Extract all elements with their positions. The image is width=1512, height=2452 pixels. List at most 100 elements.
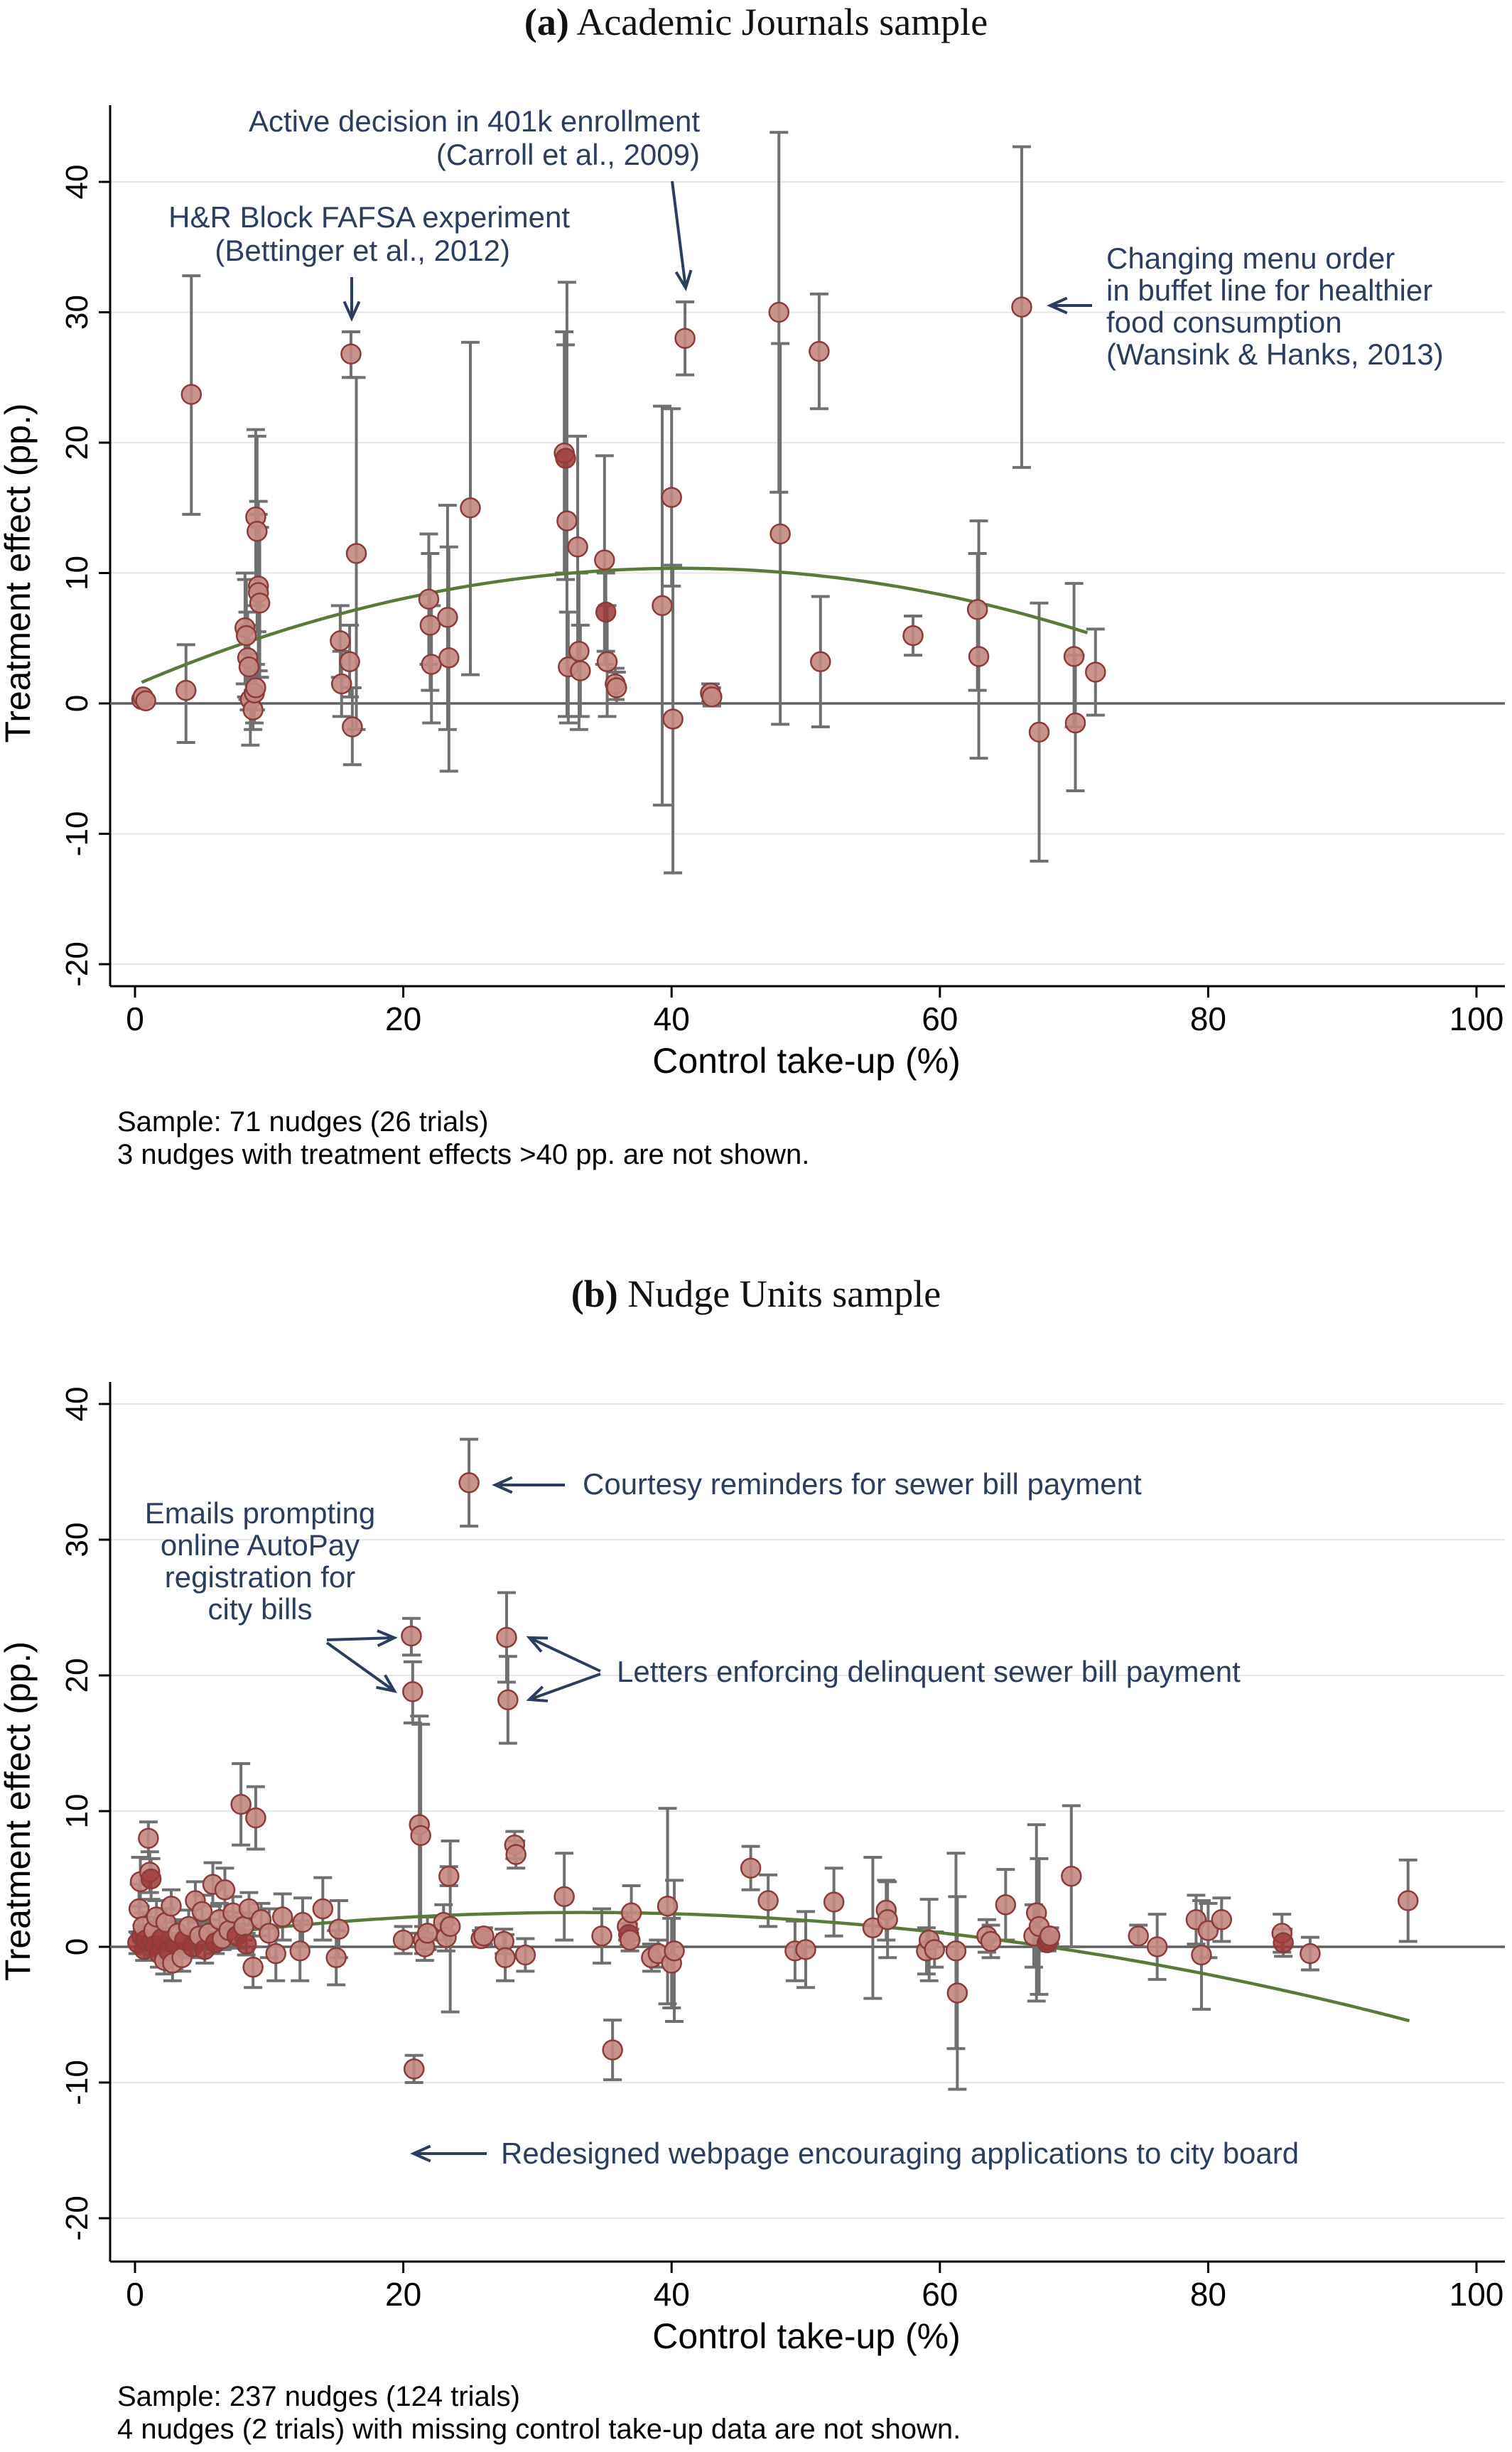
panel-b-data-point xyxy=(591,1925,612,1947)
panel-b-data-point xyxy=(401,1625,422,1647)
panel-a-y-tick-label: -20 xyxy=(60,941,94,987)
annotation-carroll-line1: Active decision in 401k enrollment xyxy=(249,104,700,138)
panel-b-data-point xyxy=(620,1902,642,1923)
panel-b-data-point xyxy=(191,1901,213,1923)
panel-b-data-point xyxy=(289,1940,310,1962)
panel-b-chart: -20 -10 0 10 20 30 40 0 20 40 60 80 100 Control take-… xyxy=(0,1382,1505,2356)
panel-b-data-point xyxy=(328,1918,350,1940)
annotation-wansink-line2: in buffet line for healthier xyxy=(1106,274,1432,307)
panel-a-data-point xyxy=(1028,721,1050,743)
panel-a-data-point xyxy=(345,543,367,564)
panel-b-data-point xyxy=(1397,1890,1419,1911)
panel-b-data-point xyxy=(438,1865,460,1887)
annotation-wansink-arrow-head xyxy=(1047,296,1068,315)
annotation-courtesy-text: Courtesy reminders for sewer bill paymen… xyxy=(583,1467,1142,1501)
panel-a-data-point xyxy=(418,588,440,610)
panel-a-y-axis-title: Treatment effect (pp.) xyxy=(0,404,38,743)
panel-a-y-tick-label: -10 xyxy=(60,811,94,857)
panel-a-data-point xyxy=(1063,646,1085,667)
panel-a-data-point xyxy=(567,536,588,558)
panel-a-data-point xyxy=(180,384,202,405)
panel-a-data-point xyxy=(966,599,988,620)
panel-b-data-point xyxy=(946,1982,968,2004)
panel-b-x-axis-title: Control take-up (%) xyxy=(652,2316,961,2356)
panel-a-data-point xyxy=(330,630,351,652)
annotation-autopay-arrow-lower xyxy=(325,1641,397,1693)
panel-b-data-point xyxy=(458,1472,480,1494)
annotation-wansink-line1: Changing menu order xyxy=(1106,242,1395,275)
panel-b-data-point xyxy=(259,1923,280,1944)
panel-a-data-point xyxy=(556,510,578,531)
panel-b-data-point xyxy=(138,1827,159,1849)
annotation-letters-arrow-upper-head xyxy=(526,1636,549,1653)
panel-a-note: Sample: 71 nudges (26 trials) 3 nudges w… xyxy=(117,1106,809,1171)
panel-a-data-point xyxy=(438,647,460,669)
panel-b-data-point xyxy=(402,1681,423,1702)
annotation-courtesy-arrow-head xyxy=(492,1476,513,1494)
panel-a-data-point xyxy=(1085,661,1106,683)
panel-b-data-point xyxy=(924,1939,945,1960)
panel-b-y-axis-title: Treatment effect (pp.) xyxy=(0,1641,38,1981)
panel-b-data-point xyxy=(980,1930,1002,1953)
panel-b-y-tick-label: -10 xyxy=(60,2060,94,2105)
panel-a-data-point xyxy=(568,640,590,662)
annotation-letters-arrow-lower-head xyxy=(526,1685,549,1702)
panel-b-data-point xyxy=(657,1895,679,1917)
panel-a-data-point xyxy=(1011,296,1032,318)
panel-b-data-point xyxy=(271,1906,293,1928)
panel-a-title: (a) Academic Journals sample xyxy=(0,0,1512,44)
panel-b-y-tick-label: 20 xyxy=(60,1658,94,1693)
panel-b-annotations: Courtesy reminders for sewer bill paymen… xyxy=(145,1467,1299,2170)
panel-a-data-point xyxy=(652,595,673,617)
panel-a-note-line2: 3 nudges with treatment effects >40 pp. … xyxy=(117,1139,810,1170)
panel-a-chart: -20 -10 0 10 20 30 40 0 20 40 60 80 100 Control take-… xyxy=(0,104,1505,1081)
panel-a-x-tick-label: 20 xyxy=(385,1000,421,1037)
panel-b-x-tick-label: 40 xyxy=(654,2276,690,2313)
panel-b-data-point xyxy=(495,1947,516,1969)
panel-b-fit-curve xyxy=(134,1911,1410,2023)
panel-a-points xyxy=(131,296,1106,743)
panel-b-x-tick-label: 80 xyxy=(1190,2276,1226,2313)
panel-a-data-point xyxy=(175,679,197,701)
panel-b-data-point xyxy=(1197,1920,1219,1941)
annotation-letters-arrow-upper xyxy=(526,1636,601,1673)
panel-b-y-tick-label: 30 xyxy=(60,1523,94,1557)
panel-a-data-point xyxy=(339,651,360,673)
annotation-autopay-arrow-upper-shaft xyxy=(326,1636,395,1641)
panel-b-note-line1: Sample: 237 nudges (124 trials) xyxy=(117,2381,520,2412)
panel-a-data-point xyxy=(701,686,723,708)
panel-b-data-point xyxy=(877,1909,898,1930)
panel-b-data-point xyxy=(161,1895,182,1917)
panel-b-data-point xyxy=(214,1879,236,1901)
panel-b-data-point xyxy=(403,2058,425,2080)
panel-a-data-point xyxy=(419,615,441,636)
panel-b-y-tick-label: 10 xyxy=(60,1794,94,1829)
annotation-carroll-line2: (Carroll et al., 2009) xyxy=(436,138,700,171)
panel-b-data-point xyxy=(1039,1925,1061,1947)
panel-b-data-point xyxy=(1300,1943,1321,1965)
annotation-wansink-line4: (Wansink & Hanks, 2013) xyxy=(1106,337,1444,371)
panel-b-data-point xyxy=(473,1925,495,1947)
panel-b-data-point xyxy=(1146,1936,1168,1957)
panel-b-data-point xyxy=(505,1844,526,1865)
annotation-webpage-arrow xyxy=(410,2144,487,2163)
panel-a-data-point xyxy=(135,690,156,712)
panel-b-title: (b) Nudge Units sample xyxy=(0,1272,1512,1316)
panel-a-x-tick-label: 40 xyxy=(654,1000,690,1037)
panel-a-data-point xyxy=(460,497,481,519)
panel-a-note-line1: Sample: 71 nudges (26 trials) xyxy=(117,1106,489,1138)
annotation-letters-arrow-upper-shaft xyxy=(529,1636,601,1673)
panel-b-data-point xyxy=(1061,1865,1082,1887)
panel-a-y-tick-label: 30 xyxy=(60,295,94,330)
panel-a-data-point xyxy=(555,448,576,469)
panel-a-data-point xyxy=(437,607,458,628)
panel-a-data-point xyxy=(674,328,696,349)
panel-a-title-text: Academic Journals sample xyxy=(576,1,988,43)
annotation-autopay-arrow-upper xyxy=(326,1629,398,1648)
panel-b-x-tick-label: 0 xyxy=(126,2276,144,2313)
annotation-bettinger-line2: (Bettinger et al., 2012) xyxy=(215,234,510,267)
panel-b-data-point xyxy=(1211,1909,1233,1930)
annotation-letters-arrow-lower-shaft xyxy=(529,1673,601,1701)
panel-b-data-point xyxy=(795,1939,816,1960)
panel-b-data-point xyxy=(496,1626,517,1648)
